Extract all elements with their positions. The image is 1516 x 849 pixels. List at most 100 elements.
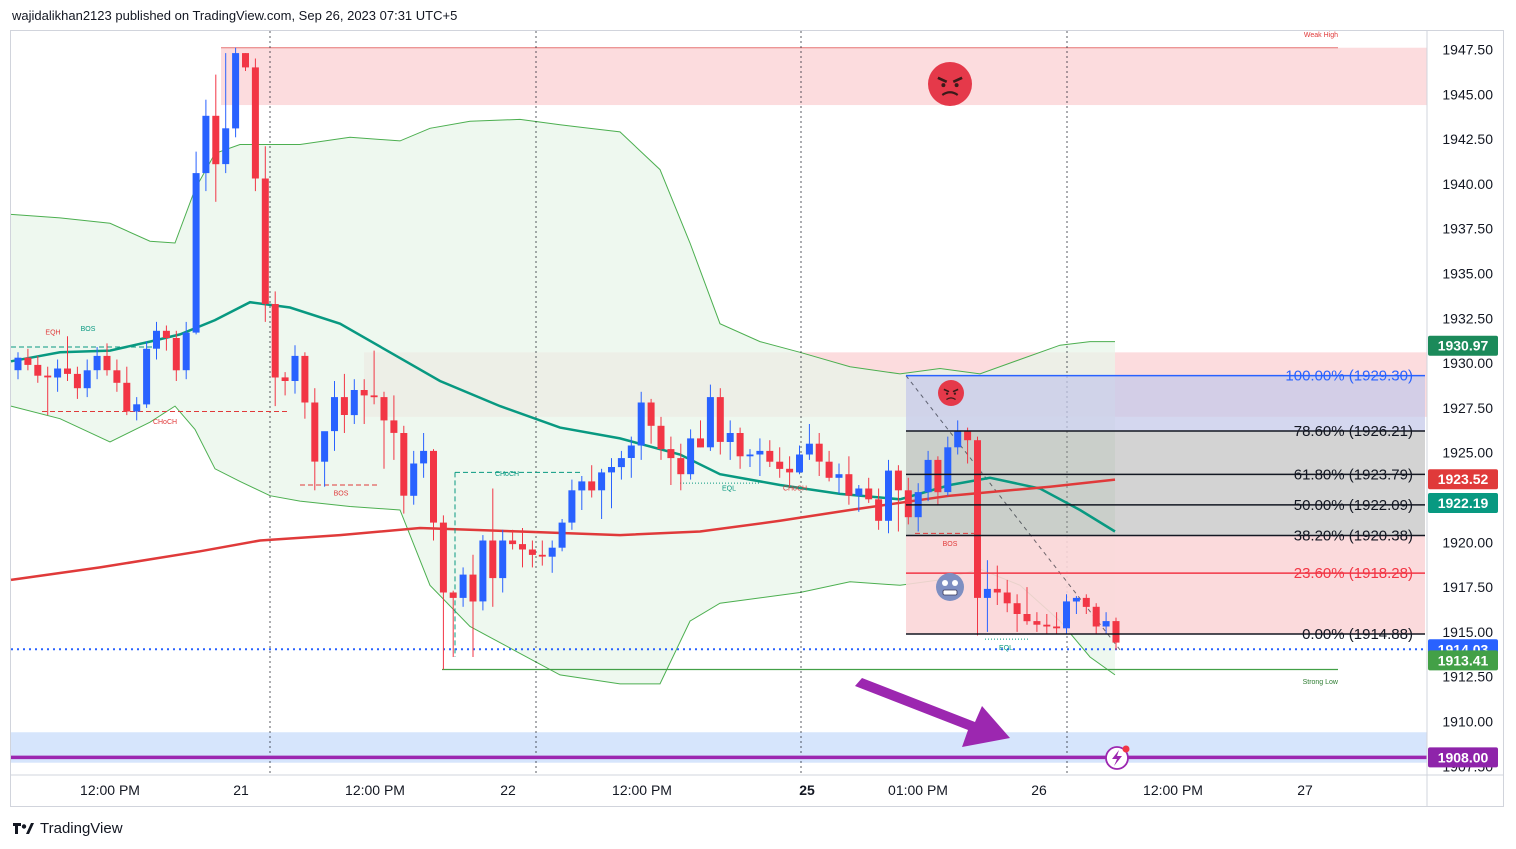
ema-red-line (10, 478, 1116, 582)
candle-body (726, 433, 734, 442)
price-label-box (1428, 650, 1498, 671)
candle-body (291, 355, 299, 381)
y-tick-label: 1925.00 (1442, 445, 1493, 461)
candle-body (667, 449, 675, 459)
candle-body (954, 431, 962, 448)
candle-body (578, 481, 586, 491)
candle-body (687, 438, 695, 475)
candle-body (786, 468, 794, 473)
fearful-face-eye-l (942, 580, 948, 586)
angry-face-icon (928, 62, 972, 106)
fib-zone-low (906, 535, 1425, 635)
candle-body (162, 330, 170, 338)
candle-body (103, 355, 111, 371)
angry-face-icon-eye-l (941, 83, 946, 88)
candle-body (647, 402, 655, 426)
candle-body (1102, 621, 1110, 627)
candle-body (479, 540, 487, 602)
fearful-face-teeth (942, 589, 958, 596)
y-tick-label: 1942.50 (1442, 131, 1493, 147)
candle-body (321, 431, 329, 462)
candle-body (1092, 606, 1100, 627)
candle-body (251, 67, 259, 179)
candle-body (845, 474, 853, 496)
candle-body (1003, 592, 1011, 604)
x-tick-label: 22 (500, 782, 516, 798)
candle-body (420, 450, 428, 464)
candle-body (617, 458, 625, 468)
annotation-label: EQH (45, 329, 60, 336)
candle-body (380, 397, 388, 421)
down-arrow-icon (855, 678, 1010, 747)
candle-body (983, 588, 991, 598)
y-tick-label: 1920.00 (1442, 534, 1493, 550)
price-label: 1913.41 (1438, 652, 1489, 668)
candle-body (370, 395, 378, 398)
candle-body (73, 373, 81, 389)
y-tick-label: 1945.00 (1442, 86, 1493, 102)
publish-info: wajidalikhan2123 published on TradingVie… (12, 8, 458, 23)
price-label: 1923.52 (1438, 471, 1489, 487)
candle-body (974, 440, 981, 598)
annotation-label: BOS (81, 326, 96, 333)
fib-level-label: 0.00% (1914.88) (1302, 626, 1413, 643)
annotation-label: CHoCH (783, 485, 807, 492)
candle-body (430, 450, 437, 523)
candle-body (113, 370, 121, 383)
candle-body (716, 397, 724, 442)
annotation-label: BOS (943, 541, 958, 548)
candle-body (301, 355, 309, 403)
y-tick-label: 1912.50 (1442, 669, 1493, 685)
candle-body (400, 433, 408, 496)
candle-body (993, 588, 1001, 593)
candle-body (44, 375, 52, 378)
candle-body (311, 402, 319, 462)
candle-body (261, 178, 269, 304)
footer: TradingView (12, 820, 123, 837)
candle-body (805, 443, 813, 455)
fib-zone-100 (906, 375, 1425, 432)
price-label: 1922.19 (1438, 495, 1489, 511)
candle-body (875, 499, 883, 521)
candle-body (439, 522, 447, 593)
x-tick-label: 25 (799, 782, 815, 798)
candle-body (449, 592, 457, 598)
candle-body (677, 458, 685, 475)
candle-body (1023, 614, 1031, 622)
candle-body (519, 544, 526, 550)
candle-body (855, 488, 863, 496)
y-tick-label: 1947.50 (1442, 42, 1493, 58)
price-label-box (1428, 469, 1498, 490)
candle-body (1112, 621, 1120, 643)
candle-body (123, 382, 131, 412)
candle-body (143, 348, 151, 405)
candle-body (964, 431, 972, 441)
candle-body (390, 420, 398, 433)
chart-frame[interactable] (10, 30, 1504, 807)
candle-body (538, 554, 546, 557)
tradingview-logo-icon (13, 822, 34, 834)
fib-level-label: 61.80% (1923.79) (1294, 466, 1413, 483)
candle-body (34, 364, 42, 376)
candle-body (608, 467, 615, 473)
candle-body (766, 450, 774, 462)
candle-body (1053, 626, 1061, 629)
candle-body (588, 481, 596, 491)
y-tick-label: 1910.00 (1442, 714, 1493, 730)
y-tick-label: 1937.50 (1442, 221, 1493, 237)
price-label: 1908.00 (1438, 749, 1489, 765)
candle-body (815, 443, 823, 462)
fearful-face-eye-r (952, 580, 958, 586)
candle-body (627, 445, 635, 458)
candle-body (1063, 601, 1070, 629)
zone-1 (221, 47, 1427, 106)
x-tick-label: 12:00 PM (345, 782, 405, 798)
annotation-label: EQL (722, 485, 736, 492)
candle-body (133, 404, 141, 412)
candle-body (410, 463, 418, 496)
candle-body (340, 397, 348, 415)
upper-band (10, 118, 1115, 375)
candle-body (271, 304, 279, 378)
candle-body (202, 115, 210, 174)
